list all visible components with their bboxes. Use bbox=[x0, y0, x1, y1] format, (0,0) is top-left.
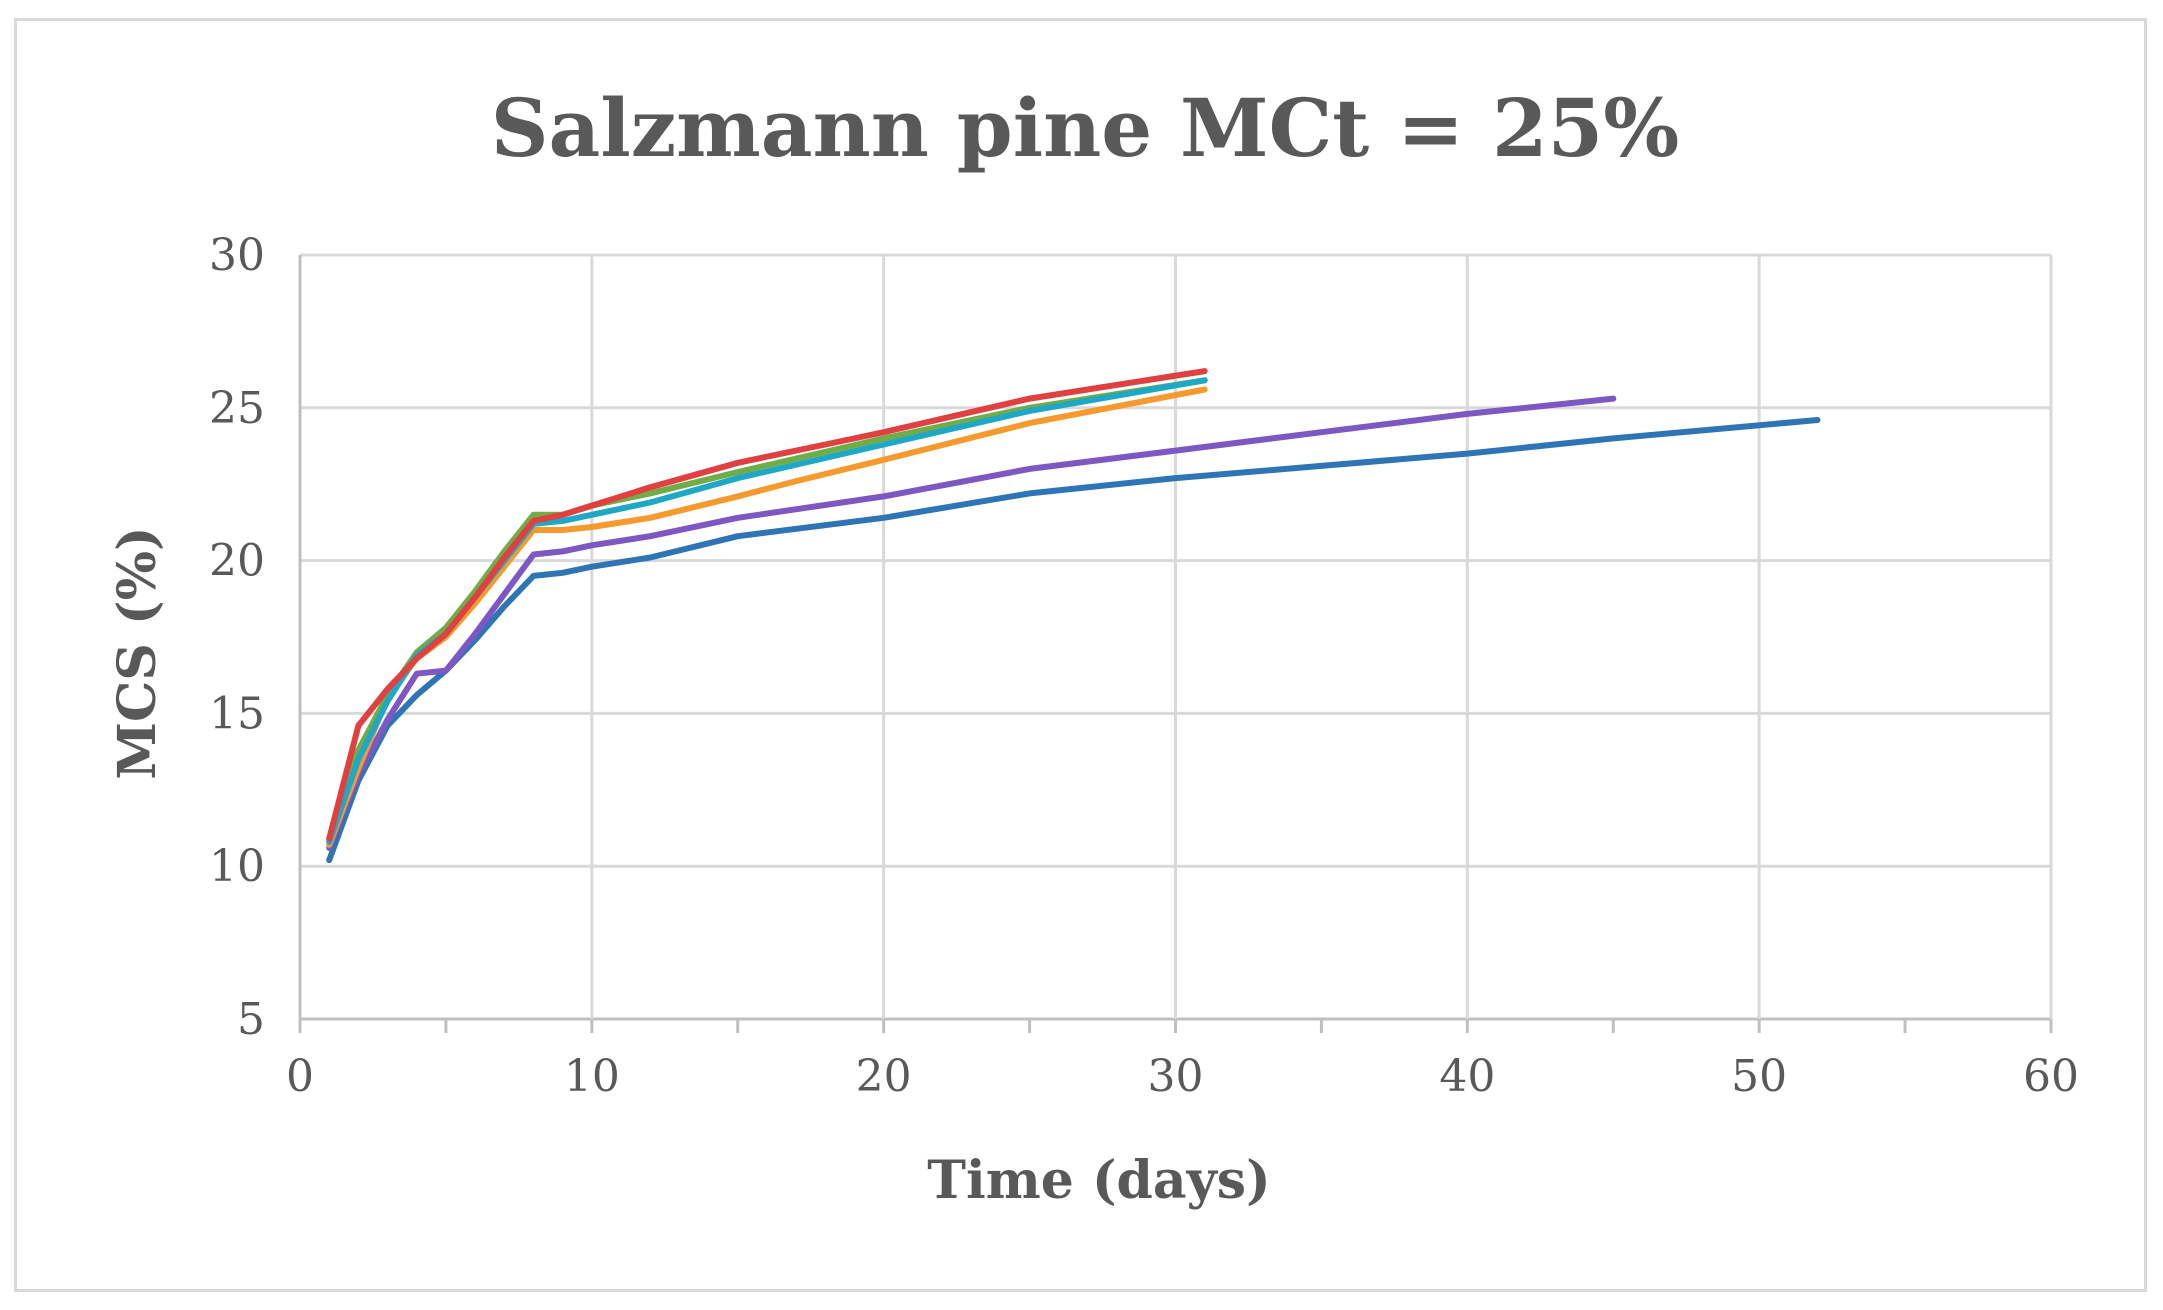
x-tick-label: 50 bbox=[1731, 1051, 1787, 1102]
y-tick-label: 5 bbox=[237, 994, 265, 1045]
y-tick-label: 15 bbox=[209, 688, 265, 739]
x-tick-label: 20 bbox=[856, 1051, 912, 1102]
tick-layer: 5 10 15 20 25 30 0 10 20 30 40 50 60 bbox=[209, 230, 2079, 1102]
y-tick-label: 20 bbox=[209, 536, 265, 587]
series-green-line bbox=[329, 380, 1204, 838]
series-blue-line bbox=[329, 420, 1817, 860]
x-tick-label: 0 bbox=[286, 1051, 314, 1102]
chart-frame: Salzmann pine MCt = 25% 5 10 15 20 25 30 0 10 20… bbox=[14, 18, 2147, 1292]
line-chart: Salzmann pine MCt = 25% 5 10 15 20 25 30 0 10 20… bbox=[17, 21, 2150, 1295]
chart-title: Salzmann pine MCt = 25% bbox=[491, 81, 1680, 175]
x-axis-title: Time (days) bbox=[927, 1150, 1270, 1211]
y-tick-label: 10 bbox=[209, 841, 265, 892]
x-tick-label: 40 bbox=[1439, 1051, 1495, 1102]
y-tick-label: 25 bbox=[209, 383, 265, 434]
grid-layer bbox=[300, 255, 2051, 1033]
series-layer bbox=[329, 371, 1817, 860]
x-tick-label: 10 bbox=[564, 1051, 620, 1102]
y-axis-title: MCS (%) bbox=[107, 526, 168, 779]
x-tick-label: 60 bbox=[2023, 1051, 2079, 1102]
y-tick-label: 30 bbox=[209, 230, 265, 281]
series-purple-line bbox=[329, 399, 1613, 848]
x-tick-label: 30 bbox=[1148, 1051, 1204, 1102]
